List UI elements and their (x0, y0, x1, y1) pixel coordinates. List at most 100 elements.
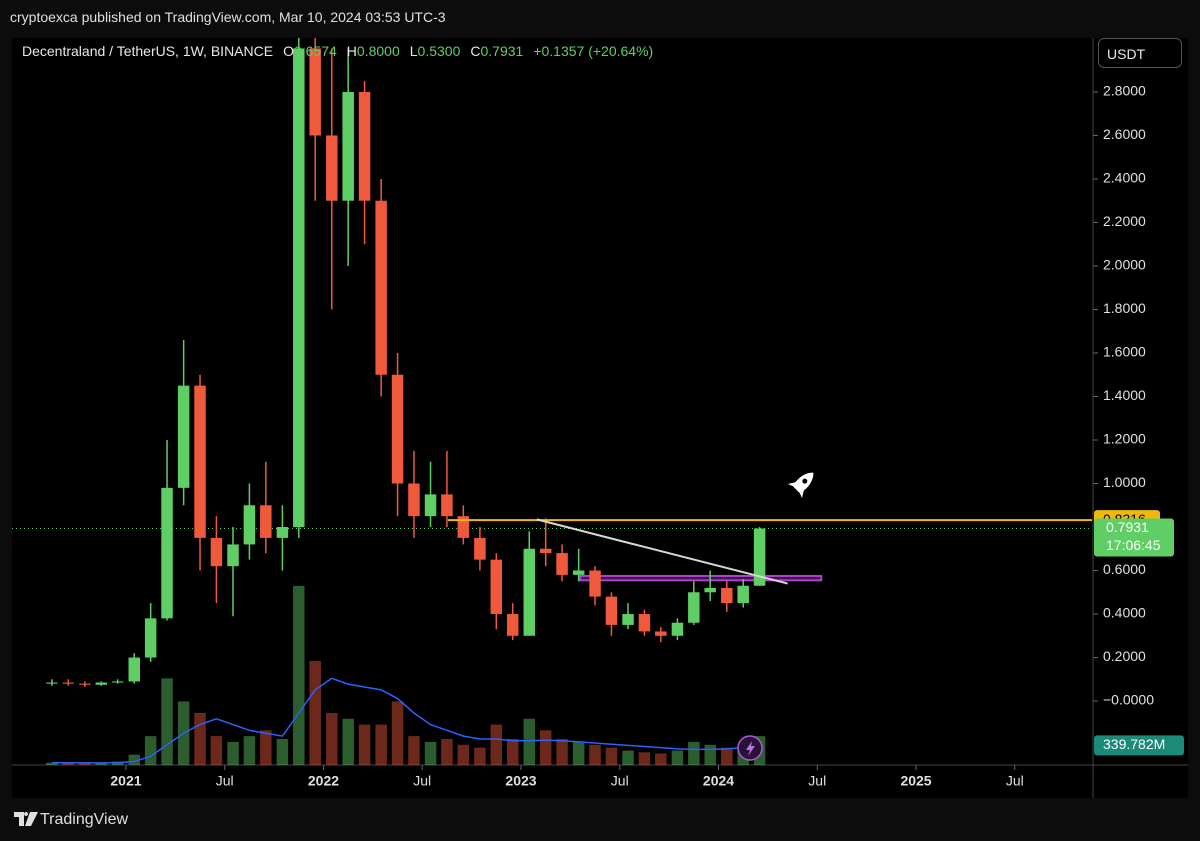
change: +0.1357 (+20.64%) (533, 43, 654, 59)
candle-body (474, 537, 486, 560)
candle-body (177, 385, 190, 488)
volume-bar (375, 724, 387, 765)
legend: Decentraland / TetherUS, 1W, BINANCE O0.… (22, 43, 653, 59)
rocket-icon (787, 472, 814, 499)
volume-bar (655, 753, 667, 765)
volume-ma (51, 677, 760, 764)
y-tick-label: 1.2000 (1103, 431, 1146, 447)
volume-bar (210, 736, 223, 765)
volume-bar (556, 739, 568, 765)
candle-body (490, 559, 503, 615)
candle-body (572, 570, 585, 575)
volume-bar (539, 730, 552, 765)
candle-body (293, 48, 305, 528)
volume-bar (128, 754, 140, 765)
x-tick-label: Jul (611, 773, 629, 789)
volume-tag (1094, 735, 1184, 756)
y-tick-label: 2.2000 (1103, 213, 1146, 229)
x-tick-label: Jul (1006, 773, 1024, 789)
candle-body (457, 516, 470, 538)
volume-bar (688, 741, 700, 765)
x-tick-label: Jul (216, 773, 234, 789)
candle-body (161, 487, 173, 619)
candle-body (638, 614, 651, 632)
y-tick-label: 2.4000 (1103, 170, 1146, 186)
candle-body (391, 374, 404, 484)
candle-body (210, 537, 223, 567)
ohlc-legend: O0.6574 H0.8000 L0.5300 C0.7931 (283, 43, 523, 59)
x-tick-label: 2021 (110, 773, 141, 789)
volume-bar (391, 701, 404, 765)
chart-background (12, 38, 1188, 798)
volume-label: 339.782M (1103, 736, 1165, 752)
tv-logo (14, 812, 38, 826)
candle-body (539, 548, 552, 554)
ohlc-key: H (346, 43, 357, 59)
y-tick-label: 2.0000 (1103, 257, 1146, 273)
alert-bolt (746, 741, 755, 756)
volume-bar (704, 744, 716, 765)
y-tick-label: 1.6000 (1103, 344, 1146, 360)
volume-bar (457, 744, 470, 765)
candle-body (79, 683, 91, 685)
price-label: 0.7931 (1106, 519, 1149, 535)
candle-body (326, 135, 338, 201)
candle-body (441, 494, 453, 517)
volume-bar (62, 762, 75, 765)
candle-body (227, 544, 239, 567)
candle-body (375, 200, 387, 375)
x-tick-label: 2025 (900, 773, 931, 789)
currency-button[interactable]: USDT (1098, 38, 1182, 68)
candle-body (671, 622, 684, 636)
volume-bar (721, 747, 733, 765)
ohlc-item: O0.6574 (283, 43, 337, 59)
ohlc-key: O (283, 43, 294, 59)
volume-bar (671, 750, 684, 765)
symbol-title: Decentraland / TetherUS, 1W, BINANCE (22, 43, 274, 59)
ohlc-value: 0.8000 (356, 43, 400, 59)
candle-body (556, 553, 568, 575)
volume-bar (309, 661, 321, 765)
y-tick-label: 2.8000 (1103, 83, 1146, 99)
candle-body (342, 91, 354, 201)
volume-bar (243, 736, 256, 765)
candle-body (46, 682, 58, 684)
candle-body (358, 91, 371, 201)
x-tick-label: 2023 (505, 773, 536, 789)
volume-bar (490, 724, 503, 765)
y-tick-label: −0.0000 (1103, 692, 1154, 708)
volume-bar (605, 747, 618, 765)
publish-info: cryptoexca published on TradingView.com,… (10, 9, 446, 25)
volume-bar (194, 713, 206, 765)
volume-bar (358, 724, 371, 765)
candle-body (622, 614, 634, 625)
ohlc-value: 0.5300 (417, 43, 461, 59)
trendline (536, 518, 788, 585)
ohlc-key: L (409, 43, 418, 59)
candle-body (721, 587, 733, 604)
candle-body (506, 614, 519, 636)
volume-bar (95, 762, 108, 765)
candle-body (589, 570, 601, 597)
volume-bar (638, 752, 651, 765)
y-tick-label: 2.6000 (1103, 126, 1146, 142)
candle-body (260, 505, 272, 538)
ohlc-value: 0.6574 (293, 43, 337, 59)
volume-bar (622, 750, 634, 765)
volume-bar (506, 739, 519, 765)
y-tick-label: 0.6000 (1103, 561, 1146, 577)
volume-bar (474, 747, 486, 765)
y-tick-label: 1.0000 (1103, 474, 1146, 490)
ohlc-item: L0.5300 (410, 43, 461, 59)
x-tick-label: Jul (808, 773, 826, 789)
volume-bar (79, 763, 91, 765)
candle-body (95, 682, 108, 685)
volume-bar (260, 730, 272, 765)
price-tag (1094, 518, 1174, 557)
volume-bar (144, 736, 157, 765)
ohlc-item: C0.7931 (470, 43, 523, 59)
candle-body (194, 385, 206, 538)
x-tick-label: Jul (413, 773, 431, 789)
candle-body (737, 585, 749, 604)
